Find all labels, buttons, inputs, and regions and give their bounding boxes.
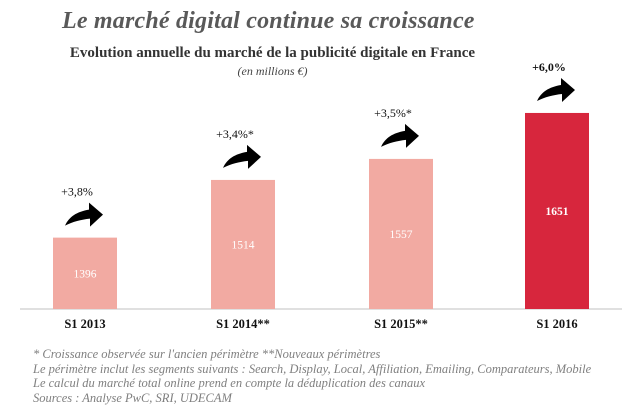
- bar-value-label: 1514: [232, 239, 255, 251]
- bar: [525, 112, 589, 309]
- bar-chart: 1396 S1 2013 +3,8% 1514 S1 2014** +3,4%* 1557 S…: [20, 60, 622, 331]
- bar-value-label: 1557: [390, 229, 413, 241]
- growth-label: +6,0%: [532, 60, 566, 74]
- footnote-line: Le périmètre inclut les segments suivant…: [33, 361, 592, 376]
- bar: [53, 237, 117, 309]
- growth-label: +3,5%*: [374, 106, 412, 120]
- x-tick-label: S1 2013: [64, 317, 105, 331]
- bar: [211, 179, 275, 309]
- chart-subtitle: Evolution annuelle du marché de la publi…: [69, 45, 476, 61]
- page-title: Le marché digital continue sa croissance: [62, 8, 475, 34]
- footnote-line: Le calcul du marché total online prend e…: [33, 376, 426, 390]
- footnote-line: Sources : Analyse PwC, SRI, UDECAM: [33, 390, 232, 405]
- growth-arrow-icon: [65, 202, 103, 227]
- bar-value-label: 1651: [546, 206, 569, 218]
- footnote-line: * Croissance observée sur l'ancien périm…: [33, 347, 381, 361]
- growth-arrow-icon: [537, 77, 575, 102]
- growth-arrow-icon: [223, 144, 261, 169]
- growth-arrow-icon: [381, 123, 419, 148]
- x-tick-label: S1 2016: [536, 317, 577, 331]
- chart-unit: (en millions €): [237, 64, 308, 78]
- growth-label: +3,8%: [61, 185, 93, 199]
- footnotes: * Croissance observée sur l'ancien périm…: [33, 347, 591, 405]
- x-tick-label: S1 2014**: [216, 317, 270, 331]
- x-tick-label: S1 2015**: [374, 317, 428, 331]
- bar: [369, 158, 433, 309]
- bar-value-label: 1396: [74, 268, 97, 280]
- growth-label: +3,4%*: [216, 127, 254, 141]
